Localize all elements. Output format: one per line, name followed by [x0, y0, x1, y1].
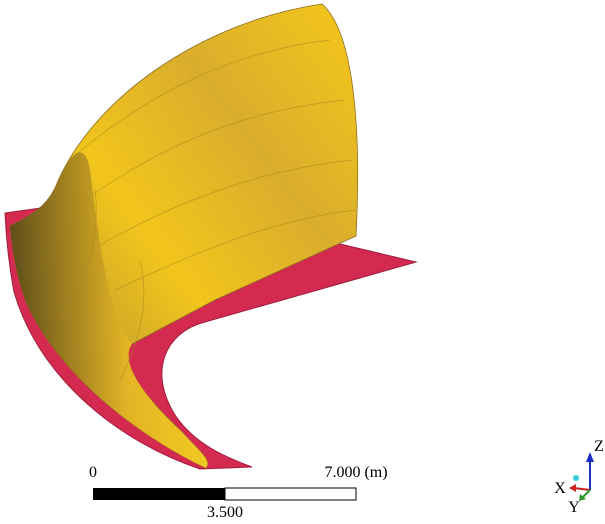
scale-bar: 0 7.000 (m) 3.500 — [89, 464, 388, 521]
z-label: Z — [594, 438, 604, 455]
scale-end: 7.000 (m) — [324, 464, 387, 481]
scale-bar-dark — [93, 488, 225, 500]
scale-mid: 3.500 — [207, 504, 243, 521]
axis-triad: Z X Y — [554, 438, 604, 516]
y-axis — [583, 490, 590, 497]
x-arrow — [569, 484, 576, 492]
y-label: Y — [568, 499, 580, 516]
x-label: X — [554, 480, 566, 497]
viewport: 0 7.000 (m) 3.500 Z X Y — [0, 0, 605, 524]
x-axis — [574, 488, 590, 490]
scale-start: 0 — [89, 464, 97, 481]
model — [5, 4, 416, 469]
scale-bar-light — [225, 488, 356, 500]
origin-dot — [573, 475, 579, 481]
z-arrow — [586, 452, 594, 462]
